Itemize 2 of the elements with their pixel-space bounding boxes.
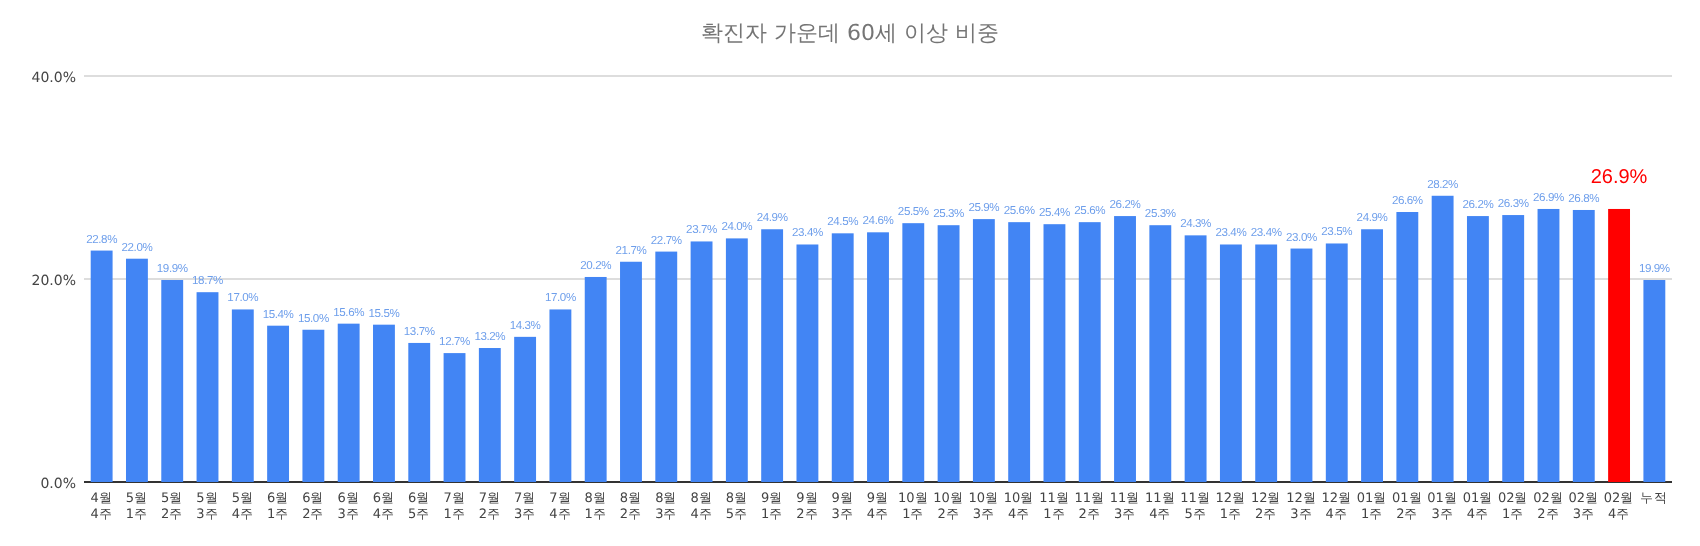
title: 확진자 가운데 60세 이상 비중: [701, 20, 999, 46]
value-label: 26.9%: [1590, 166, 1648, 189]
